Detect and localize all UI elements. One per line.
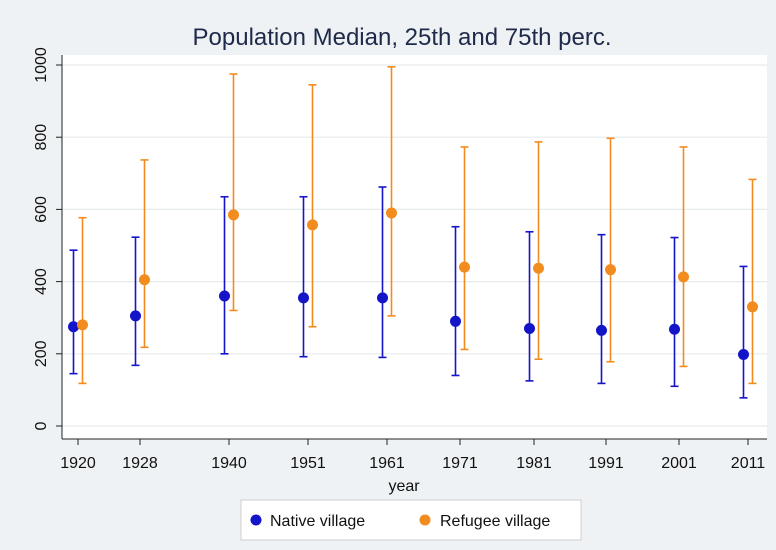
x-tick-label: 1971	[442, 455, 478, 472]
x-tick-label: 1951	[290, 455, 326, 472]
median-point	[524, 323, 535, 335]
legend-label-refugee: Refugee village	[440, 513, 550, 530]
y-tick-label: 600	[33, 196, 50, 223]
y-tick-label: 0	[33, 421, 50, 430]
legend-marker-native	[250, 514, 262, 526]
series-native-village	[68, 186, 749, 399]
median-point	[450, 315, 461, 327]
y-tick-label: 400	[33, 268, 50, 295]
median-point	[747, 301, 758, 313]
median-point	[77, 319, 88, 331]
x-tick-label: 2001	[661, 455, 697, 472]
median-point	[678, 271, 689, 283]
median-point	[377, 292, 388, 304]
x-axis-label: year	[388, 478, 420, 495]
x-tick-label: 1940	[211, 455, 247, 472]
median-point	[298, 292, 309, 304]
median-point	[605, 264, 616, 276]
median-point	[68, 321, 79, 333]
median-point	[669, 323, 680, 335]
x-tick-label: 1991	[588, 455, 624, 472]
median-point	[228, 209, 239, 221]
plot-area	[62, 55, 767, 439]
legend-label-native: Native village	[270, 513, 365, 530]
y-tick-label: 200	[33, 340, 50, 367]
median-point	[738, 349, 749, 361]
chart-title: Population Median, 25th and 75th perc.	[193, 24, 612, 51]
x-tick-label: 1961	[369, 455, 405, 472]
median-point	[139, 274, 150, 286]
median-point	[307, 219, 318, 231]
x-tick-label: 2011	[731, 455, 766, 472]
x-tick-label: 1928	[122, 455, 158, 472]
axes: 0 200 400 600 800 1000 1920 1928 1940 1951 1961 197…	[33, 47, 767, 472]
legend-box	[240, 499, 582, 541]
median-point	[596, 324, 607, 336]
y-tick-label: 1000	[33, 47, 50, 83]
median-point	[459, 261, 470, 273]
x-tick-label: 1920	[60, 455, 96, 472]
y-tick-label: 800	[33, 124, 50, 151]
legend: Native village Refugee village	[240, 499, 582, 541]
x-tick-label: 1981	[516, 455, 552, 472]
median-point	[130, 310, 141, 322]
grid-lines	[62, 64, 767, 427]
series-layer	[68, 66, 758, 399]
median-point	[533, 262, 544, 274]
series-refugee-village	[77, 66, 758, 385]
legend-marker-refugee	[419, 514, 431, 526]
median-point	[219, 290, 230, 302]
median-point	[386, 207, 397, 219]
